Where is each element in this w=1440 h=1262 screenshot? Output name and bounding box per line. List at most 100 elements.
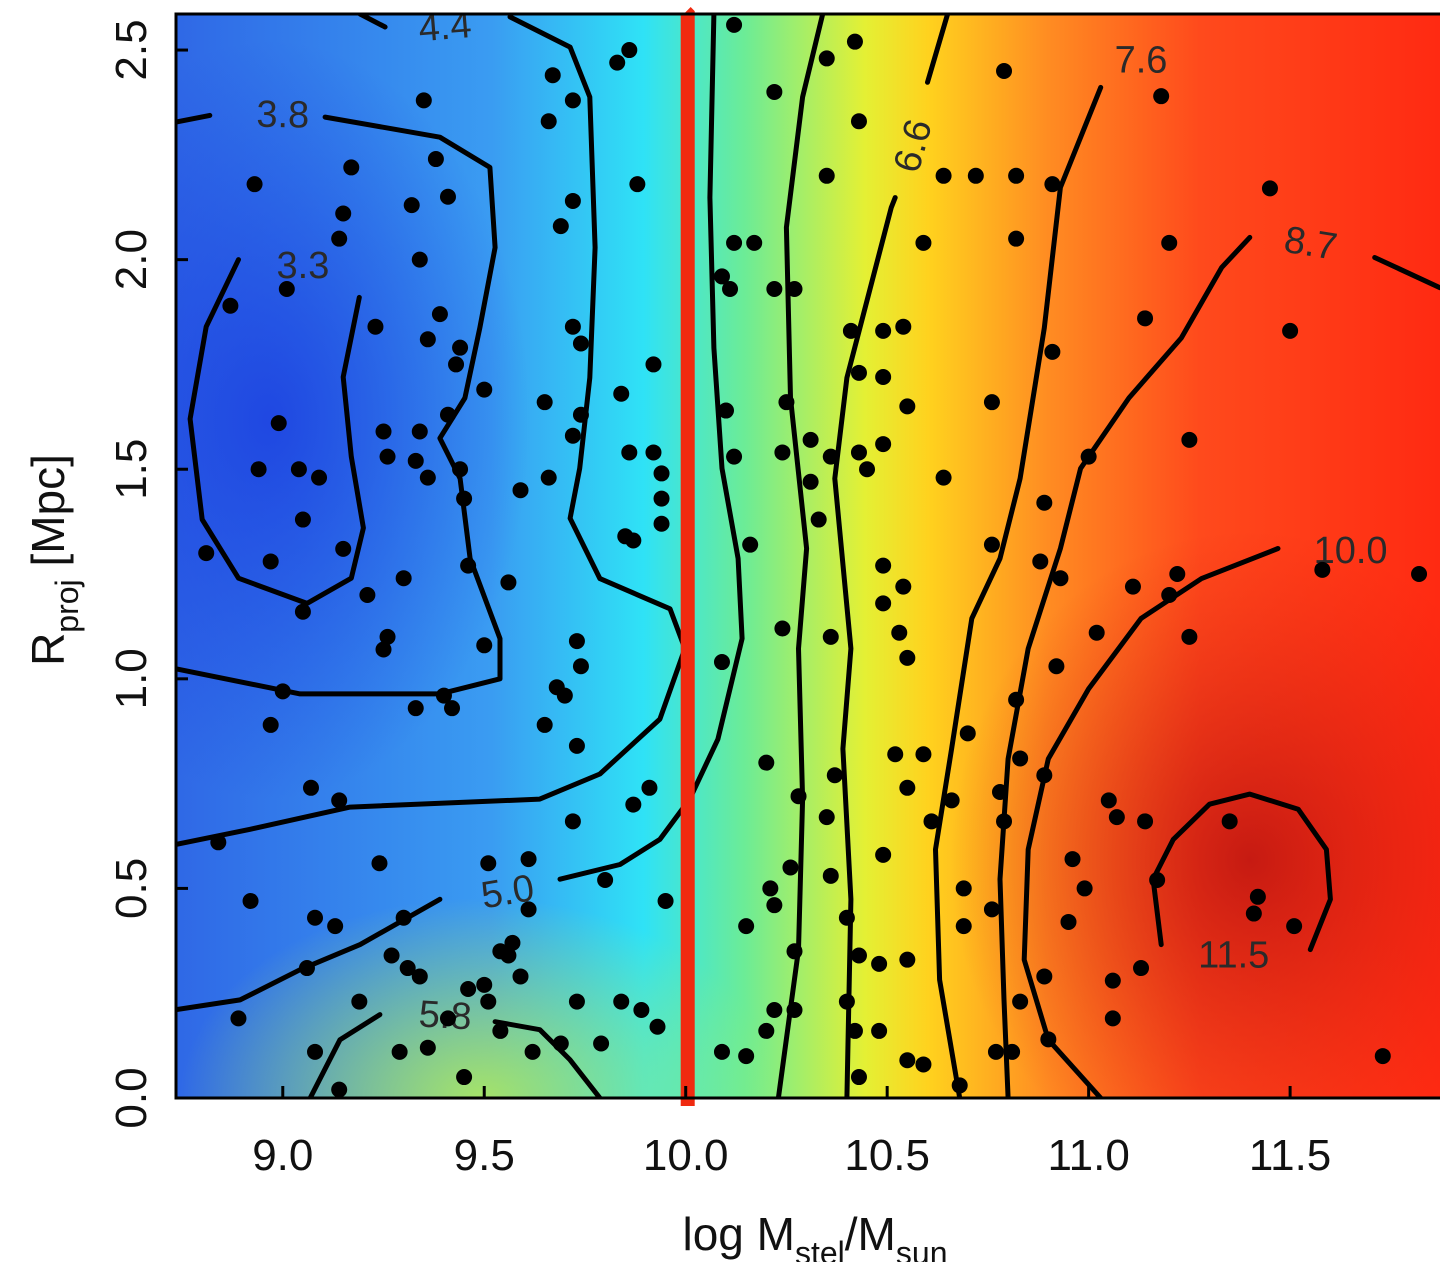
data-point <box>1153 88 1170 105</box>
data-point <box>983 536 1000 553</box>
data-point <box>480 993 497 1010</box>
data-point <box>786 280 803 297</box>
data-point <box>935 167 952 184</box>
x-tick-label: 9.0 <box>252 1131 313 1180</box>
data-point <box>411 968 428 985</box>
data-point <box>419 331 436 348</box>
data-point <box>307 1043 324 1060</box>
data-point <box>859 461 876 478</box>
data-point <box>609 54 626 71</box>
data-point <box>290 461 307 478</box>
data-point <box>629 176 646 193</box>
data-point <box>653 490 670 507</box>
data-point <box>1161 586 1178 603</box>
data-point <box>899 1052 916 1069</box>
axis-label-part: R <box>22 633 74 666</box>
data-point <box>552 218 569 235</box>
data-point <box>996 813 1013 830</box>
data-point <box>895 578 912 595</box>
data-point <box>943 792 960 809</box>
data-point <box>419 1039 436 1056</box>
data-point <box>564 192 581 209</box>
data-point <box>335 540 352 557</box>
contour-label: 3.3 <box>277 245 330 287</box>
data-point <box>274 683 291 700</box>
data-point <box>1149 872 1166 889</box>
data-point <box>1169 566 1186 583</box>
data-point <box>802 473 819 490</box>
data-point <box>564 813 581 830</box>
data-point <box>645 444 662 461</box>
data-point <box>621 444 638 461</box>
axis-label-subscript: sun <box>896 1235 948 1262</box>
data-point <box>399 960 416 977</box>
data-point <box>758 754 775 771</box>
data-point <box>955 918 972 935</box>
data-point <box>899 649 916 666</box>
data-point <box>649 1018 666 1035</box>
data-point <box>1064 851 1081 868</box>
data-point <box>520 901 537 918</box>
data-point <box>395 570 412 587</box>
data-point <box>846 1022 863 1039</box>
data-point <box>439 406 456 423</box>
data-point <box>899 398 916 415</box>
data-point <box>633 1001 650 1018</box>
data-point <box>713 1043 730 1060</box>
data-point <box>846 33 863 50</box>
data-point <box>915 746 932 763</box>
data-point <box>1008 230 1025 247</box>
data-point <box>262 553 279 570</box>
data-point <box>726 16 743 33</box>
data-point <box>407 700 424 717</box>
background <box>176 14 1440 1098</box>
data-point <box>1181 628 1198 645</box>
data-point <box>500 947 517 964</box>
y-axis-label: Rproj [Mpc] <box>22 454 85 666</box>
data-point <box>895 318 912 335</box>
data-point <box>1181 431 1198 448</box>
data-point <box>439 188 456 205</box>
contour-label: 3.8 <box>256 94 309 137</box>
data-point <box>810 511 827 528</box>
data-point <box>564 92 581 109</box>
data-point <box>738 1048 755 1065</box>
data-point <box>540 113 557 130</box>
data-point <box>850 1069 867 1086</box>
data-point <box>572 658 589 675</box>
data-point <box>790 788 807 805</box>
data-point <box>1036 767 1053 784</box>
data-point <box>568 993 585 1010</box>
data-point <box>444 700 461 717</box>
data-point <box>766 83 783 100</box>
x-tick-label: 11.0 <box>1047 1131 1129 1180</box>
data-point <box>270 415 287 432</box>
plot-layer: 3.33.84.45.05.86.67.68.710.011.5 <box>176 4 1440 1098</box>
data-point <box>512 968 529 985</box>
y-tick-label: 1.5 <box>107 439 156 500</box>
data-point <box>955 880 972 897</box>
data-point <box>786 943 803 960</box>
data-point <box>500 574 517 591</box>
data-point <box>625 532 642 549</box>
data-point <box>746 234 763 251</box>
data-point <box>198 545 215 562</box>
data-point <box>951 1077 968 1094</box>
data-point <box>278 280 295 297</box>
data-point <box>520 851 537 868</box>
data-point <box>983 901 1000 918</box>
data-point <box>512 482 529 499</box>
contour-label: 7.6 <box>1115 40 1168 82</box>
data-point <box>850 444 867 461</box>
data-point <box>1008 167 1025 184</box>
contour-label: 4.4 <box>417 4 473 50</box>
data-point <box>572 335 589 352</box>
data-point <box>375 423 392 440</box>
data-point <box>1004 1043 1021 1060</box>
data-point <box>758 1022 775 1039</box>
data-point <box>552 1035 569 1052</box>
data-point <box>641 779 658 796</box>
data-point <box>850 113 867 130</box>
data-point <box>766 280 783 297</box>
data-point <box>460 981 477 998</box>
